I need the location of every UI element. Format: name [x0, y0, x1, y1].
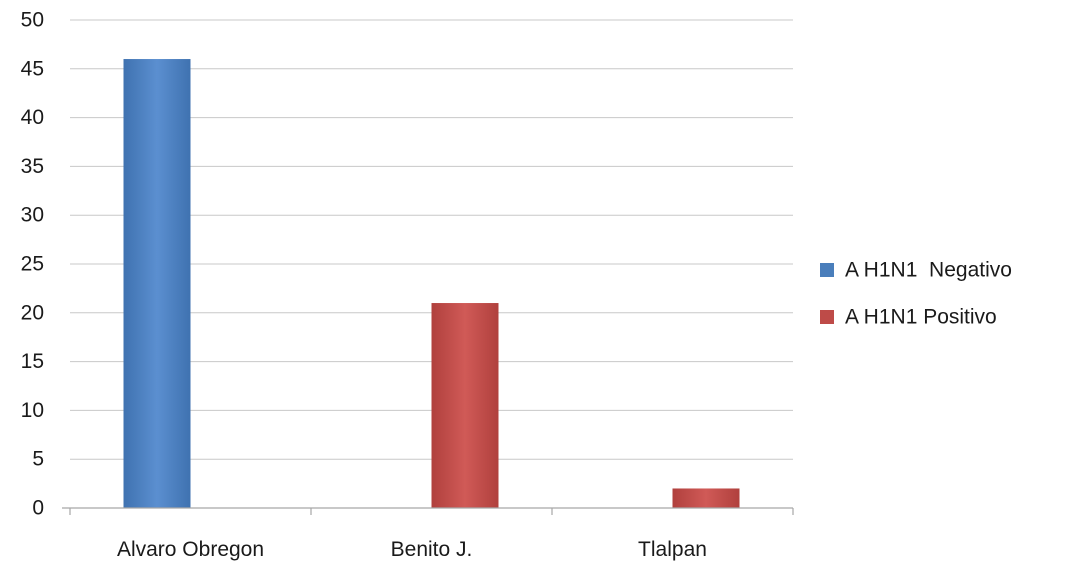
- y-tick-label: 30: [21, 204, 44, 227]
- legend-label: A H1N1 Positivo: [845, 306, 997, 329]
- legend-label: A H1N1 Negativo: [845, 259, 1012, 282]
- y-tick-label: 25: [21, 253, 44, 276]
- y-tick-label: 15: [21, 350, 44, 373]
- y-tick-label: 10: [21, 399, 44, 422]
- y-tick-label: 5: [32, 448, 44, 471]
- bar-alvaro-obregon-series-0: [123, 59, 191, 508]
- y-tick-label: 50: [21, 9, 44, 32]
- legend: A H1N1 Negativo A H1N1 Positivo: [820, 259, 1012, 329]
- y-tick-label: 35: [21, 155, 44, 178]
- y-tick-label: 40: [21, 106, 44, 129]
- axes: 0 5 10 15 20 25 30 35 40 45 50 Alvaro Obregon Benito…: [21, 9, 794, 561]
- bar-benito-j-series-1: [431, 303, 499, 508]
- bars: [123, 59, 740, 508]
- legend-swatch: [820, 263, 834, 277]
- y-tick-label: 0: [32, 497, 44, 520]
- x-category-label: Tlalpan: [638, 538, 707, 561]
- legend-swatch: [820, 310, 834, 324]
- bar-tlalpan-series-1: [672, 488, 740, 508]
- y-tick-label: 45: [21, 57, 44, 80]
- y-tick-label: 20: [21, 301, 44, 324]
- x-category-label: Alvaro Obregon: [117, 538, 264, 561]
- x-category-label: Benito J.: [391, 538, 473, 561]
